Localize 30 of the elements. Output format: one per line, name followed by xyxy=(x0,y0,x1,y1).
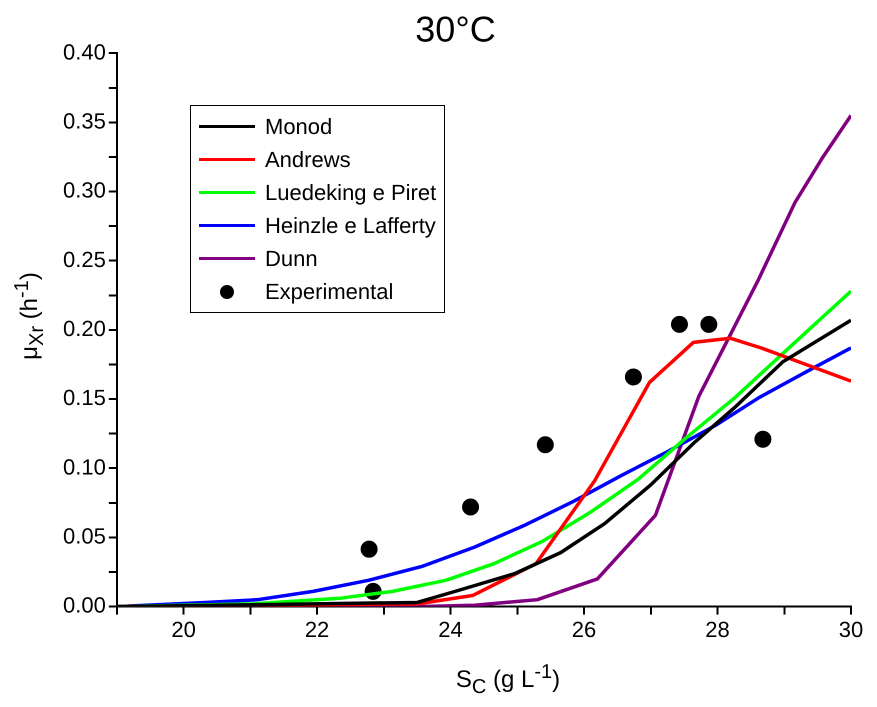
chart-title: 30°C xyxy=(415,8,496,50)
point xyxy=(670,316,688,333)
y-tick-label: 0.35 xyxy=(62,108,106,134)
y-tick-label: 0.10 xyxy=(62,454,106,480)
y-tick-label: 0.20 xyxy=(62,316,106,341)
point xyxy=(462,498,480,516)
x-tick-label: 20 xyxy=(171,616,196,642)
point xyxy=(624,368,642,386)
x-tick-label: 24 xyxy=(438,616,463,642)
x-axis-title: S$_{C}$ (g L$^{-1}$) xyxy=(454,661,562,699)
y-tick-label: 0.30 xyxy=(62,178,106,203)
point xyxy=(754,430,772,448)
legend-label: Heinzle e Lafferty xyxy=(265,212,436,238)
legend-label: Dunn xyxy=(265,246,318,272)
x-tick-label: 30 xyxy=(838,616,864,642)
y-tick-label: 0.00 xyxy=(62,592,106,618)
legend-label: Luedeking e Piret xyxy=(265,180,436,206)
point xyxy=(360,540,378,558)
legend-label: Andrews xyxy=(265,146,351,172)
legend-label: Experimental xyxy=(265,278,394,304)
y-tick-label: 0.25 xyxy=(62,246,106,272)
legend-label: Monod xyxy=(265,114,332,140)
point xyxy=(536,436,554,454)
x-tick-label: 22 xyxy=(304,616,330,642)
y-tick-label: 0.15 xyxy=(62,385,106,410)
y-tick-label: 0.05 xyxy=(62,523,106,548)
x-tick-label: 26 xyxy=(572,616,596,642)
x-tick-label: 28 xyxy=(705,616,730,642)
point xyxy=(700,316,718,333)
y-tick-label: 0.40 xyxy=(62,39,106,64)
